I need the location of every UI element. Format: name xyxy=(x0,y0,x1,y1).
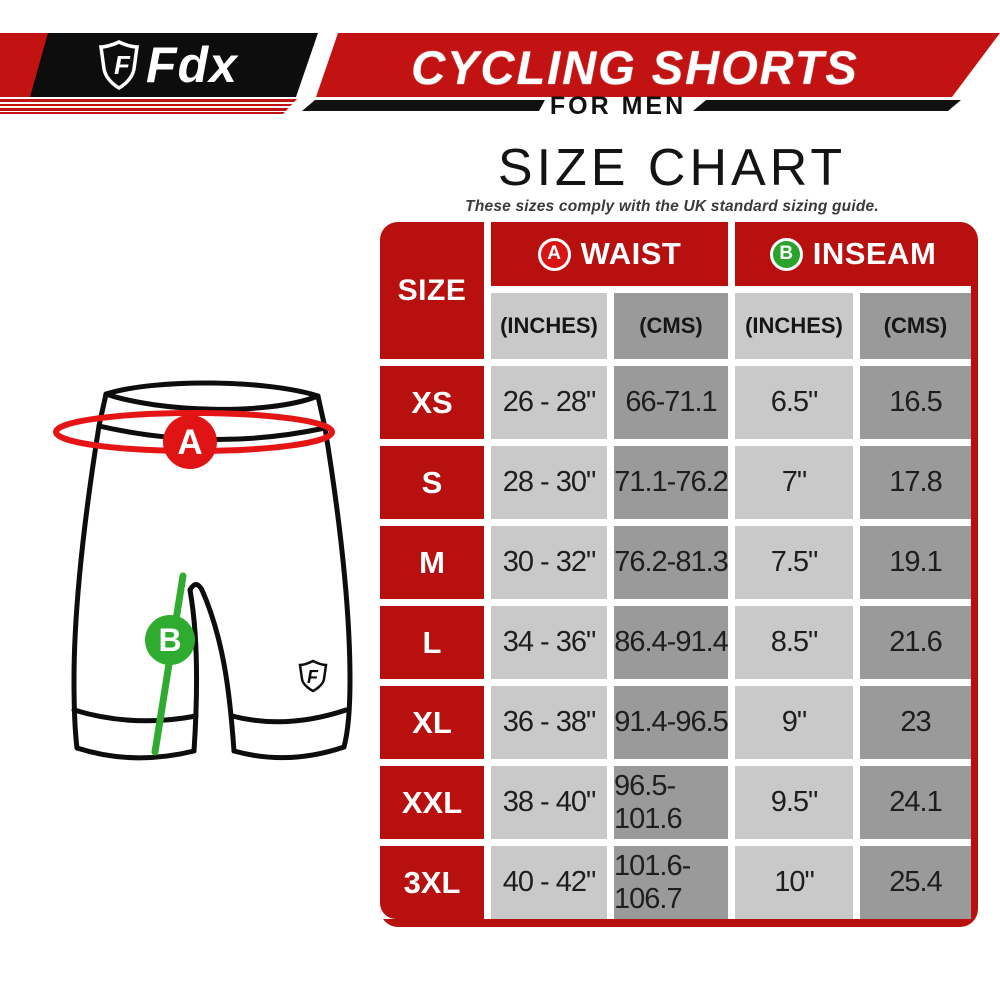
cell-inseam-cms: 16.5 xyxy=(860,366,971,439)
svg-text:F: F xyxy=(307,667,319,687)
page-title: SIZE CHART xyxy=(497,139,847,197)
waist-group-header: A WAIST xyxy=(491,222,728,286)
cell-waist-cms: 66-71.1 xyxy=(614,366,728,439)
formen-left-bar xyxy=(302,100,545,111)
cell-inseam-cms: 23 xyxy=(860,686,971,759)
svg-text:B: B xyxy=(158,622,181,658)
size-table: SIZE A WAIST B INSEAM (INCHES) (CMS) (IN… xyxy=(380,222,978,927)
cell-inseam-inches: 7.5" xyxy=(735,526,853,599)
cell-waist-cms: 86.4-91.4 xyxy=(614,606,729,679)
inseam-b-badge: B xyxy=(769,237,803,271)
row-size-label: M xyxy=(380,526,484,599)
subheader-inseam-inches: (INCHES) xyxy=(735,293,853,359)
f-shield-logo: F xyxy=(298,659,328,693)
inseam-group-label: INSEAM xyxy=(812,236,937,271)
subheader-waist-cms: (CMS) xyxy=(614,293,728,359)
size-table-grid: SIZE A WAIST B INSEAM (INCHES) (CMS) (IN… xyxy=(380,222,971,919)
cell-inseam-cms: 19.1 xyxy=(860,526,971,599)
cell-waist-inches: 28 - 30" xyxy=(491,446,607,519)
size-column-header: SIZE xyxy=(380,222,484,359)
cell-inseam-inches: 9" xyxy=(735,686,853,759)
banner-divider-slash xyxy=(0,33,360,97)
cell-waist-cms: 101.6-106.7 xyxy=(614,846,728,919)
pinstripes-decoration xyxy=(0,99,297,114)
cell-inseam-cms: 25.4 xyxy=(860,846,971,919)
subheader-waist-inches: (INCHES) xyxy=(491,293,607,359)
cell-waist-inches: 40 - 42" xyxy=(491,846,607,919)
row-size-label: 3XL xyxy=(380,846,484,919)
cell-waist-inches: 36 - 38" xyxy=(491,686,607,759)
row-size-label: XXL xyxy=(380,766,484,839)
cell-inseam-inches: 7" xyxy=(735,446,853,519)
row-size-label: S xyxy=(380,446,484,519)
inseam-group-header: B INSEAM xyxy=(735,222,971,286)
cell-inseam-cms: 17.8 xyxy=(860,446,971,519)
subheader-inseam-cms: (CMS) xyxy=(860,293,971,359)
cell-inseam-inches: 6.5" xyxy=(735,366,853,439)
cell-inseam-cms: 24.1 xyxy=(860,766,971,839)
sizing-note: These sizes comply with the UK standard … xyxy=(465,198,879,215)
formen-right-bar xyxy=(693,100,961,111)
cell-waist-cms: 91.4-96.5 xyxy=(614,686,729,759)
banner-subtitle: FOR MEN xyxy=(549,92,687,120)
cell-inseam-inches: 9.5" xyxy=(735,766,853,839)
shorts-diagram: F A B xyxy=(53,380,353,761)
svg-text:A: A xyxy=(177,423,202,462)
cell-inseam-inches: 10" xyxy=(735,846,853,919)
cell-waist-inches: 26 - 28" xyxy=(491,366,607,439)
inseam-marker-badge: B xyxy=(145,615,195,665)
cell-waist-cms: 96.5-101.6 xyxy=(614,766,728,839)
cell-inseam-cms: 21.6 xyxy=(860,606,971,679)
cell-waist-inches: 30 - 32" xyxy=(491,526,607,599)
cell-waist-inches: 34 - 36" xyxy=(491,606,607,679)
cell-waist-inches: 38 - 40" xyxy=(491,766,607,839)
waist-marker-badge: A xyxy=(163,415,217,469)
shorts-outline xyxy=(71,380,353,761)
banner-title: CYCLING SHORTS xyxy=(411,41,859,94)
row-size-label: XS xyxy=(380,366,484,439)
waist-group-label: WAIST xyxy=(580,236,682,271)
cell-waist-cms: 76.2-81.3 xyxy=(614,526,729,599)
waist-a-badge: A xyxy=(537,237,571,271)
row-size-label: L xyxy=(380,606,484,679)
cell-waist-cms: 71.1-76.2 xyxy=(614,446,729,519)
cell-inseam-inches: 8.5" xyxy=(735,606,853,679)
row-size-label: XL xyxy=(380,686,484,759)
